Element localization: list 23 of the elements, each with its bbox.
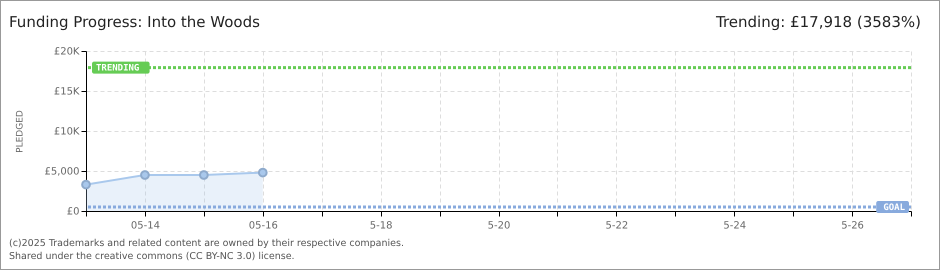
x-tick-label: 5-18 [370, 220, 392, 232]
chart-subtitle: Trending: £17,918 (3583%) [716, 13, 921, 31]
point [258, 168, 268, 178]
y-tick-label: £0 [66, 206, 80, 218]
ref-line-label: TRENDING [96, 64, 140, 74]
y-tick-label: £15K [54, 86, 80, 98]
point [198, 170, 209, 180]
chart-title: Funding Progress: Into the Woods [9, 13, 260, 31]
x-tick-label: 5-24 [723, 220, 746, 232]
text: (c)2025 Trademarks and related content are owned by their respective companies. [9, 237, 404, 250]
x-tick-label: 5-22 [606, 220, 628, 232]
y-tick-label: £20K [54, 46, 80, 58]
y-axis-title: PLEDGED [16, 110, 26, 153]
y-tick-label: £10K [54, 126, 80, 138]
x-tick-label: 5-26 [841, 220, 864, 232]
y-tick-label: £5,000 [44, 166, 80, 178]
ref-line-label: GOAL [883, 203, 906, 213]
text: Shared under the creative commons (CC BY-NC 3.0) license. [9, 250, 296, 263]
x-tick-label: 5-20 [488, 220, 510, 232]
x-tick-label: 05-14 [130, 220, 160, 232]
x-tick-label: 05-16 [248, 220, 278, 232]
point [81, 180, 91, 190]
point [140, 170, 150, 180]
